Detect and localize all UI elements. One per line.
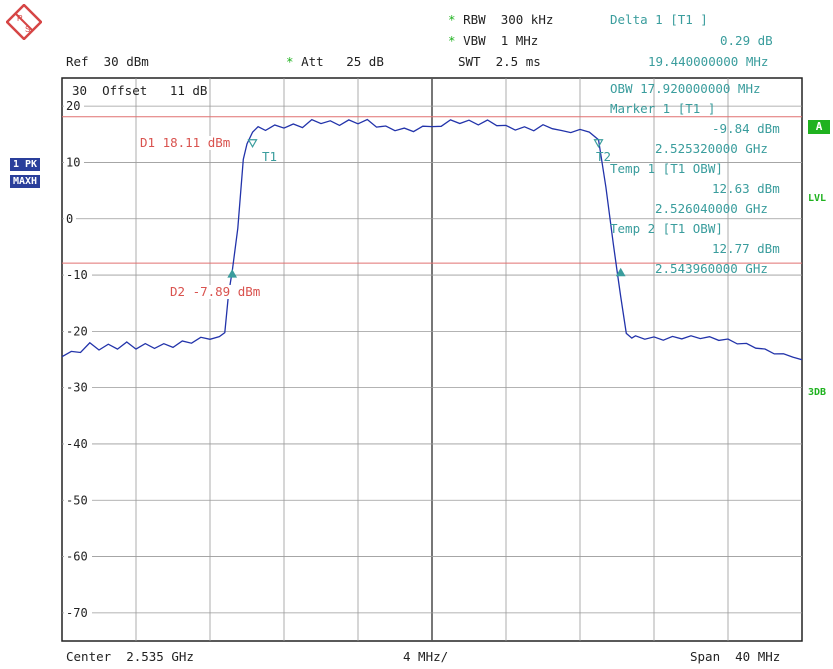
marker-m2 [615, 267, 626, 277]
rs-logo-icon: R S [6, 4, 42, 40]
delta-level: 0.29 dB [720, 33, 773, 48]
temp1-level: 12.63 dBm [712, 181, 780, 196]
marker-t1 [247, 139, 258, 148]
grid [62, 78, 802, 641]
swt-setting: SWT 2.5 ms [458, 54, 541, 69]
y-tick-label: -30 [66, 381, 88, 395]
obw-value: OBW 17.920000000 MHz [610, 81, 761, 96]
y-tick-label: 20 [66, 99, 80, 113]
marker1-level: -9.84 dBm [712, 121, 780, 136]
span: Span 40 MHz [690, 649, 781, 664]
trace-detector-badge: 1 PK [10, 158, 41, 171]
y-tick-bg [64, 436, 92, 450]
trace-mode-badge: MAXH [10, 175, 41, 188]
svg-text:S: S [25, 25, 30, 34]
delta-freq: 19.440000000 MHz [648, 54, 769, 69]
rbw-setting: * RBW 300 kHz [448, 12, 554, 27]
attenuation: * Att 25 dB [286, 54, 384, 69]
y-tick-bg [64, 493, 92, 507]
indicator-a: A [808, 120, 830, 134]
center-frequency: Center 2.535 GHz [66, 649, 194, 664]
t1-label: T1 [262, 149, 278, 164]
y-tick-label: -40 [66, 437, 88, 451]
y-tick-labels: 20 10 0 -10 -20 -30 -40 -50 -60 -70 [64, 99, 92, 620]
y-tick-label: -20 [66, 324, 88, 338]
y-tick-bg [64, 380, 92, 394]
temp1-title: Temp 1 [T1 OBW] [610, 161, 723, 176]
marker1-title: Marker 1 [T1 ] [610, 101, 716, 116]
y-tick-label: 10 [66, 155, 80, 169]
t2-label: T2 [596, 149, 612, 164]
trace-line [61, 118, 803, 361]
y-tick-label: -70 [66, 606, 88, 620]
three-db-indicator: 3DB [808, 387, 827, 398]
d1-label: D1 18.11 dBm [138, 135, 233, 150]
marker-m1 [227, 269, 238, 278]
y-tick-bg [64, 211, 76, 225]
marker-t2 [593, 139, 604, 148]
y-tick-bg [64, 99, 84, 113]
markers [227, 139, 626, 278]
display-lines [62, 116, 802, 264]
y-tick-label: 0 [66, 212, 73, 226]
temp1-freq: 2.526040000 GHz [655, 201, 768, 216]
delta-title: Delta 1 [T1 ] [610, 12, 708, 27]
y-tick-bg [64, 155, 84, 169]
temp2-title: Temp 2 [T1 OBW] [610, 221, 723, 236]
y-tick-label: -10 [66, 268, 88, 282]
division: 4 MHz/ [403, 649, 449, 664]
vbw-setting: * VBW 1 MHz [448, 33, 539, 48]
y-tick-bg [64, 324, 92, 338]
svg-text:R: R [17, 14, 23, 23]
temp2-freq: 2.543960000 GHz [655, 261, 768, 276]
marker1-freq: 2.525320000 GHz [655, 141, 768, 156]
y-tick-bg [64, 549, 92, 563]
y-tick-bg [64, 268, 92, 282]
d2-label: D2 -7.89 dBm [168, 284, 263, 299]
y-tick-bg [64, 605, 92, 619]
offset-label: 30 Offset 11 dB [72, 83, 208, 98]
y-tick-label: -60 [66, 550, 88, 564]
y-tick-label: -50 [66, 493, 88, 507]
ref-level: Ref 30 dBm [66, 54, 149, 69]
lvl-indicator: LVL [808, 193, 827, 204]
temp2-level: 12.77 dBm [712, 241, 780, 256]
